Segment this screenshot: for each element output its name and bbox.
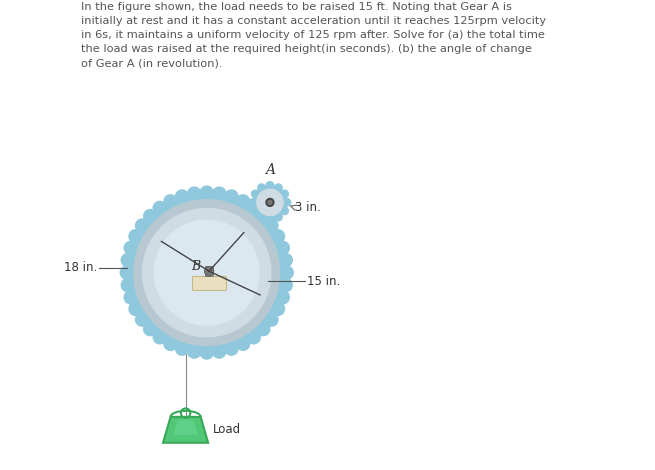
Circle shape <box>213 345 226 358</box>
Circle shape <box>188 187 201 200</box>
Circle shape <box>134 200 280 345</box>
Circle shape <box>136 219 149 232</box>
Circle shape <box>124 241 138 254</box>
Circle shape <box>143 322 157 336</box>
Circle shape <box>129 230 142 243</box>
Circle shape <box>204 266 214 276</box>
Text: 15 in.: 15 in. <box>307 274 340 288</box>
Circle shape <box>271 230 284 243</box>
Circle shape <box>250 199 257 206</box>
Circle shape <box>266 216 274 223</box>
Circle shape <box>266 198 274 206</box>
Circle shape <box>143 209 271 337</box>
Circle shape <box>121 253 134 266</box>
Circle shape <box>236 195 250 208</box>
Circle shape <box>188 345 201 358</box>
Text: 18 in.: 18 in. <box>64 261 97 274</box>
Circle shape <box>164 337 177 350</box>
Circle shape <box>279 279 292 292</box>
Circle shape <box>279 253 292 266</box>
Bar <box>192 276 226 290</box>
Circle shape <box>247 331 260 344</box>
Circle shape <box>164 195 177 208</box>
Circle shape <box>225 342 238 355</box>
Circle shape <box>252 190 259 198</box>
Circle shape <box>121 279 134 292</box>
Circle shape <box>257 189 283 216</box>
Circle shape <box>257 184 265 191</box>
Circle shape <box>247 201 260 214</box>
Circle shape <box>280 266 293 279</box>
Text: A: A <box>265 163 275 177</box>
Text: Load: Load <box>213 423 241 436</box>
Circle shape <box>124 291 138 304</box>
Circle shape <box>129 302 142 315</box>
Circle shape <box>281 190 288 198</box>
Circle shape <box>176 342 189 355</box>
Circle shape <box>274 213 282 221</box>
Circle shape <box>257 210 270 223</box>
Text: In the figure shown, the load needs to be raised 15 ft. Noting that Gear A is
in: In the figure shown, the load needs to b… <box>81 2 546 68</box>
Circle shape <box>276 291 290 304</box>
Bar <box>205 266 214 276</box>
Text: 3 in.: 3 in. <box>295 201 321 213</box>
Circle shape <box>121 266 134 279</box>
Text: B: B <box>191 260 200 273</box>
Circle shape <box>268 200 272 204</box>
Circle shape <box>213 187 226 200</box>
Circle shape <box>276 241 290 254</box>
Circle shape <box>266 182 274 189</box>
Circle shape <box>155 220 259 325</box>
Circle shape <box>265 219 278 232</box>
Circle shape <box>236 337 250 350</box>
Circle shape <box>257 213 265 221</box>
Circle shape <box>252 207 259 215</box>
Polygon shape <box>173 420 198 435</box>
Circle shape <box>127 193 287 352</box>
Circle shape <box>253 186 287 219</box>
Circle shape <box>271 302 284 315</box>
Circle shape <box>176 190 189 203</box>
Circle shape <box>200 346 214 359</box>
Circle shape <box>153 331 166 344</box>
Circle shape <box>281 207 288 215</box>
Circle shape <box>265 313 278 326</box>
Circle shape <box>143 210 157 223</box>
Circle shape <box>283 199 291 206</box>
Polygon shape <box>163 417 208 443</box>
Circle shape <box>257 322 270 336</box>
Circle shape <box>153 201 166 214</box>
Circle shape <box>200 186 214 199</box>
Circle shape <box>225 190 238 203</box>
Circle shape <box>136 313 149 326</box>
Circle shape <box>274 184 282 191</box>
